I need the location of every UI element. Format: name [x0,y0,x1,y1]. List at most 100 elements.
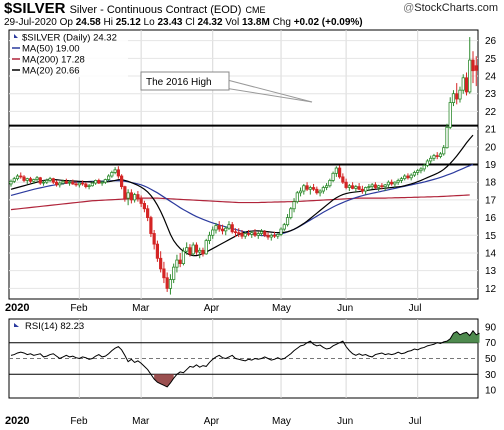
candle-body [165,277,169,289]
candle-body [263,231,267,236]
candle-body [279,228,283,235]
rsi-panel: 2020 Feb Mar Apr May Jun Jul 10 30 50 70 90 RSI(14) … [5,318,497,427]
candle-body [146,208,150,218]
x-tick-label: Feb [70,303,88,314]
candle-body [422,164,426,170]
candle-body [181,250,186,265]
candle-body [211,229,215,236]
candle-body [435,155,439,157]
candle-body [266,234,270,238]
candle-body [419,168,423,172]
candle-body [28,178,33,182]
candle-body [87,185,91,188]
candle-body [364,187,368,192]
y-tick-label: 25 [485,54,497,65]
quote-hi-value: 25.12 [115,17,141,28]
candle-body [12,178,16,182]
candle-body [168,279,173,289]
candle-body [429,157,433,162]
legend-marker-icon [14,34,18,38]
y-tick-label: 17 [485,195,497,206]
symbol: $SILVER [4,0,66,17]
candle-body [393,181,397,185]
candle-body [58,182,62,186]
rsi-y-tick-label: 10 [485,386,497,397]
candle-body [38,177,42,184]
brand-logo: @StockCharts.com [403,2,498,14]
candle-body [84,183,88,188]
x-tick-label: Mar [132,303,150,314]
candle-body [259,231,264,234]
y-tick-label: 18 [485,178,497,189]
candle-body [373,184,377,188]
candle-body [331,172,335,181]
quote-vol-label: Vol [222,17,242,28]
candle-body [461,77,465,91]
candle-body [214,225,218,231]
rsi-y-tick-label: 50 [485,354,497,365]
candle-body [240,233,244,237]
x-tick-label: Jun [337,303,353,314]
candle-body [178,259,182,265]
quote-lo-label: Lo [140,17,158,28]
candle-body [77,182,81,186]
candle-body [351,185,355,189]
x-tick-label: 2020 [5,302,29,314]
candle-body [416,170,420,173]
candle-body [97,180,101,184]
quote-date: 29-Jul-2020 [4,17,57,28]
candle-body [188,247,192,255]
x-tick-label: May [272,303,291,314]
quote-cl-label: Cl [182,17,198,28]
candle-body [292,201,296,210]
candle-body [185,247,189,252]
candle-body [406,175,410,179]
candle-body [129,192,133,201]
candle-body [380,185,384,188]
candle-body [250,232,254,235]
chart-header: $SILVER Silver - Continuous Contract (EO… [4,0,266,17]
candle-body [399,178,404,181]
annotation: The 2016 High [140,71,313,103]
y-tick-label: 21 [485,125,497,136]
candle-body [207,234,212,241]
candle-body [64,180,68,184]
candle-body [136,194,140,200]
y-tick-label: 13 [485,266,497,277]
candle-body [233,231,238,234]
candle-body [41,181,46,184]
candle-body [341,176,345,183]
legend-entry: $SILVER (Daily) 24.32 [22,33,117,44]
y-tick-label: 15 [485,231,497,242]
candle-body [412,172,417,176]
candle-body [54,181,59,186]
brand-icon: @ [403,2,415,14]
legend-entry: MA(200) 17.28 [22,55,85,66]
candle-body [123,186,127,199]
quote-lo-value: 23.43 [157,17,183,28]
y-tick-label: 12 [485,284,497,295]
candle-body [93,180,98,184]
candle-body [305,185,309,190]
candle-body [298,190,303,194]
candle-body [204,240,208,255]
candle-body [120,175,124,188]
y-tick-label: 23 [485,89,497,100]
x-tick-label: Apr [204,303,220,314]
candle-body [471,59,475,72]
candle-body [237,232,241,234]
candle-body [295,192,299,203]
quote-hi-label: Hi [100,17,116,28]
candle-body [438,153,443,157]
candle-body [386,181,391,186]
candle-body [113,169,117,173]
candle-body [302,185,306,192]
candle-body [175,259,179,268]
candle-body [139,198,143,204]
candle-body [282,224,286,230]
candle-body [45,180,49,183]
rsi-y-tick-label: 30 [485,370,497,381]
candle-body [32,179,36,182]
candle-body [155,243,160,259]
